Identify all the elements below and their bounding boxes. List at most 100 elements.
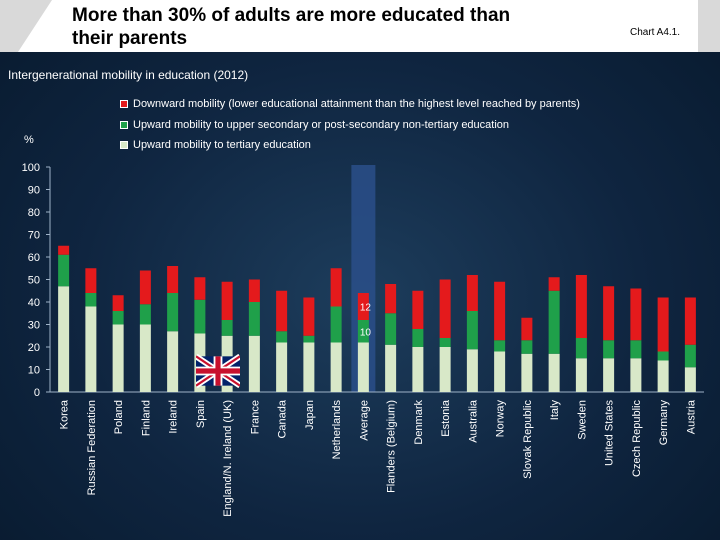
x-tick-label: Estonia	[440, 399, 452, 437]
bar-segment	[575, 358, 587, 392]
y-tick-label: 50	[28, 275, 40, 287]
bar-segment	[684, 367, 696, 392]
y-tick-label: 60	[28, 252, 40, 264]
x-tick-label: Norway	[495, 400, 507, 438]
data-label: 10	[360, 327, 372, 338]
title-line-1: More than 30% of adults are more educate…	[72, 5, 511, 26]
bar-segment	[494, 351, 506, 392]
x-tick-label: Sweden	[576, 400, 588, 440]
bar-segment	[603, 286, 615, 341]
y-tick-label: 30	[28, 320, 40, 332]
bar-segment	[58, 245, 70, 255]
bar-segment	[385, 344, 397, 392]
y-tick-label: 100	[22, 162, 40, 174]
bar-segment	[112, 295, 124, 311]
x-tick-label: Czech Republic	[631, 400, 643, 478]
bar-segment	[657, 297, 669, 352]
bar-segment	[521, 340, 533, 354]
bar-segment	[330, 268, 342, 307]
bar-segment	[630, 340, 642, 359]
bar-segment	[357, 342, 369, 392]
bar-segment	[630, 358, 642, 392]
bar-segment	[221, 320, 233, 336]
bar-segment	[412, 347, 424, 392]
bar-segment	[521, 353, 533, 392]
title-line-2: their parents	[72, 28, 188, 49]
bar-segment	[466, 311, 478, 350]
bar-segment	[248, 302, 260, 336]
legend-swatch-tertiary	[120, 141, 128, 150]
legend: Downward mobility (lower educational att…	[120, 94, 580, 156]
bar-segment	[112, 324, 124, 392]
bar-segment	[385, 284, 397, 314]
y-tick-label: 90	[28, 185, 40, 197]
uk-flag-icon	[196, 354, 240, 388]
x-tick-label: Denmark	[413, 400, 425, 445]
bar-segment	[466, 349, 478, 392]
chart-subtitle: Intergenerational mobility in education …	[8, 68, 249, 82]
bar-segment	[684, 344, 696, 368]
x-tick-label: Canada	[277, 399, 289, 438]
x-tick-label: Spain	[195, 400, 207, 428]
bar-segment	[167, 331, 179, 392]
bar-segment	[58, 254, 70, 287]
bar-segment	[139, 304, 151, 325]
legend-item-downward: Downward mobility (lower educational att…	[120, 94, 580, 115]
bar-segment	[603, 358, 615, 392]
bar-segment	[276, 331, 288, 343]
bar-segment	[139, 324, 151, 392]
bar-segment	[276, 290, 288, 332]
bar-segment	[357, 293, 369, 320]
y-axis-unit: %	[24, 134, 34, 146]
bar-segment	[248, 279, 260, 302]
bar-segment	[385, 313, 397, 345]
bar-segment	[194, 277, 206, 300]
x-tick-label: Poland	[113, 400, 125, 434]
bar-segment	[630, 288, 642, 341]
x-tick-label: Italy	[549, 400, 561, 421]
bar-segment	[684, 297, 696, 345]
bar-segment	[167, 266, 179, 293]
bar-segment	[494, 340, 506, 352]
bar-segment	[439, 279, 451, 338]
bar-segment	[85, 293, 97, 307]
data-label: 12	[360, 303, 372, 314]
bar-segment	[112, 311, 124, 325]
x-tick-label: Finland	[140, 400, 152, 436]
bar-segment	[221, 281, 233, 320]
bar-segment	[303, 335, 315, 343]
x-tick-label: Korea	[59, 399, 71, 429]
legend-label-upper-secondary: Upward mobility to upper secondary or po…	[133, 118, 510, 131]
y-tick-label: 70	[28, 230, 40, 242]
bar-segment	[548, 290, 560, 354]
bar-segment	[303, 297, 315, 336]
x-tick-label: Germany	[658, 400, 670, 446]
x-tick-label: France	[249, 400, 261, 434]
bar-segment	[330, 342, 342, 392]
bar-segment	[412, 329, 424, 347]
bar-segment	[657, 360, 669, 392]
x-tick-label: Flanders (Belgium)	[386, 400, 398, 493]
x-tick-label: United States	[604, 400, 616, 467]
x-tick-label: Ireland	[168, 400, 180, 434]
y-tick-label: 20	[28, 342, 40, 354]
x-tick-label: Average	[358, 400, 370, 441]
bar-segment	[248, 335, 260, 392]
legend-item-tertiary: Upward mobility to tertiary education	[120, 135, 580, 156]
y-tick-label: 40	[28, 297, 40, 309]
bar-segment	[575, 338, 587, 359]
bar-segment	[85, 306, 97, 392]
x-tick-label: Russian Federation	[86, 400, 98, 495]
legend-label-tertiary: Upward mobility to tertiary education	[133, 139, 311, 152]
y-tick-label: 80	[28, 207, 40, 219]
chart-tag: Chart A4.1.	[629, 27, 680, 38]
bar-segment	[575, 275, 587, 338]
y-tick-label: 0	[34, 387, 40, 399]
header-tab	[18, 0, 698, 52]
x-tick-label: Slovak Republic	[522, 400, 534, 479]
bar-segment	[412, 290, 424, 329]
bar-segment	[139, 270, 151, 305]
legend-swatch-downward	[120, 100, 128, 109]
bar-segment	[603, 340, 615, 359]
chart-title: More than 30% of adults are more educate…	[72, 4, 572, 50]
